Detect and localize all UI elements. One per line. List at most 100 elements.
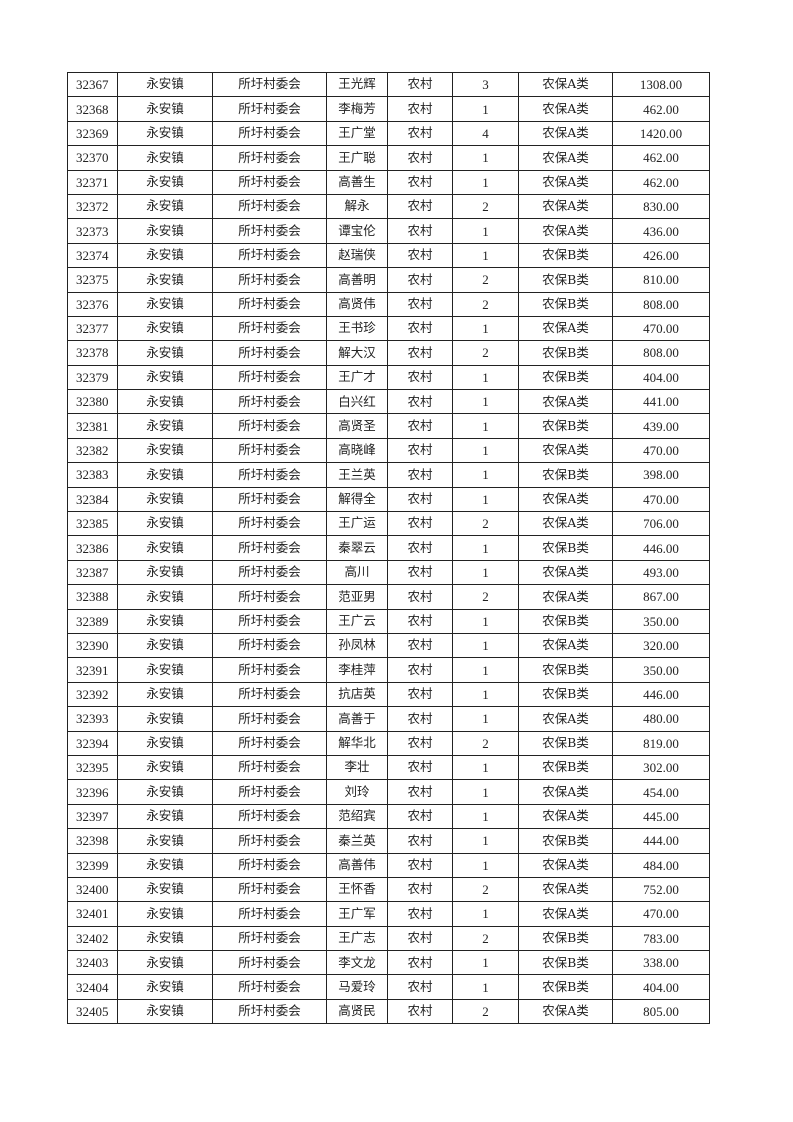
town-cell: 永安镇 <box>117 779 213 805</box>
insurance-category-cell: 农保B类 <box>518 364 613 391</box>
area-type-cell: 农村 <box>387 706 453 732</box>
household-count-cell: 1 <box>452 852 519 878</box>
amount-cell: 470.00 <box>612 901 710 927</box>
town-cell: 永安镇 <box>117 803 213 830</box>
insurance-category-cell: 农保B类 <box>518 608 613 634</box>
amount-cell: 1420.00 <box>612 120 710 147</box>
person-name-cell: 王广云 <box>326 608 388 634</box>
record-id-cell: 32367 <box>67 71 118 98</box>
town-cell: 永安镇 <box>117 291 213 317</box>
record-id-cell: 32377 <box>67 315 118 342</box>
table-row: 32393 永安镇 所圩村委会 高善于 农村 1 农保A类 480.00 <box>67 706 710 732</box>
person-name-cell: 王光辉 <box>326 71 388 98</box>
household-count-cell: 1 <box>452 242 519 269</box>
insurance-category-cell: 农保B类 <box>518 340 613 366</box>
table-body: 32367 永安镇 所圩村委会 王光辉 农村 3 农保A类 1308.00 32368 永安镇 所圩… <box>67 71 710 1025</box>
village-committee-cell: 所圩村委会 <box>212 681 327 708</box>
person-name-cell: 王怀香 <box>326 876 388 903</box>
household-count-cell: 1 <box>452 608 519 634</box>
insurance-category-cell: 农保A类 <box>518 852 613 878</box>
insurance-category-cell: 农保A类 <box>518 901 613 927</box>
town-cell: 永安镇 <box>117 145 213 171</box>
area-type-cell: 农村 <box>387 974 453 1000</box>
town-cell: 永安镇 <box>117 120 213 147</box>
area-type-cell: 农村 <box>387 828 453 854</box>
insurance-category-cell: 农保A类 <box>518 998 613 1025</box>
person-name-cell: 王广才 <box>326 364 388 391</box>
village-committee-cell: 所圩村委会 <box>212 706 327 732</box>
household-count-cell: 1 <box>452 706 519 732</box>
record-id-cell: 32397 <box>67 803 118 830</box>
amount-cell: 338.00 <box>612 950 710 976</box>
amount-cell: 808.00 <box>612 291 710 317</box>
person-name-cell: 孙凤林 <box>326 632 388 659</box>
record-id-cell: 32372 <box>67 193 118 220</box>
town-cell: 永安镇 <box>117 193 213 220</box>
village-committee-cell: 所圩村委会 <box>212 657 327 683</box>
area-type-cell: 农村 <box>387 998 453 1025</box>
insurance-category-cell: 农保B类 <box>518 730 613 756</box>
amount-cell: 350.00 <box>612 608 710 634</box>
village-committee-cell: 所圩村委会 <box>212 267 327 293</box>
person-name-cell: 李桂萍 <box>326 657 388 683</box>
village-committee-cell: 所圩村委会 <box>212 876 327 903</box>
area-type-cell: 农村 <box>387 340 453 366</box>
amount-cell: 439.00 <box>612 413 710 439</box>
village-committee-cell: 所圩村委会 <box>212 974 327 1000</box>
amount-cell: 444.00 <box>612 828 710 854</box>
area-type-cell: 农村 <box>387 169 453 195</box>
town-cell: 永安镇 <box>117 511 213 537</box>
amount-cell: 480.00 <box>612 706 710 732</box>
amount-cell: 462.00 <box>612 96 710 122</box>
insurance-category-cell: 农保A类 <box>518 876 613 903</box>
village-committee-cell: 所圩村委会 <box>212 584 327 610</box>
household-count-cell: 4 <box>452 120 519 147</box>
area-type-cell: 农村 <box>387 511 453 537</box>
village-committee-cell: 所圩村委会 <box>212 950 327 976</box>
village-committee-cell: 所圩村委会 <box>212 632 327 659</box>
household-count-cell: 2 <box>452 998 519 1025</box>
town-cell: 永安镇 <box>117 657 213 683</box>
household-count-cell: 2 <box>452 193 519 220</box>
village-committee-cell: 所圩村委会 <box>212 96 327 122</box>
area-type-cell: 农村 <box>387 291 453 317</box>
village-committee-cell: 所圩村委会 <box>212 803 327 830</box>
area-type-cell: 农村 <box>387 950 453 976</box>
amount-cell: 805.00 <box>612 998 710 1025</box>
insurance-category-cell: 农保A类 <box>518 559 613 586</box>
record-id-cell: 32382 <box>67 437 118 464</box>
area-type-cell: 农村 <box>387 120 453 147</box>
record-id-cell: 32393 <box>67 706 118 732</box>
person-name-cell: 解大汉 <box>326 340 388 366</box>
insurance-category-cell: 农保B类 <box>518 974 613 1000</box>
amount-cell: 808.00 <box>612 340 710 366</box>
amount-cell: 446.00 <box>612 681 710 708</box>
insurance-category-cell: 农保A类 <box>518 218 613 244</box>
town-cell: 永安镇 <box>117 852 213 878</box>
household-count-cell: 1 <box>452 389 519 415</box>
village-committee-cell: 所圩村委会 <box>212 730 327 756</box>
town-cell: 永安镇 <box>117 559 213 586</box>
table-row: 32392 永安镇 所圩村委会 抗店英 农村 1 农保B类 446.00 <box>67 681 710 708</box>
person-name-cell: 李梅芳 <box>326 96 388 122</box>
table-row: 32403 永安镇 所圩村委会 李文龙 农村 1 农保B类 338.00 <box>67 950 710 976</box>
person-name-cell: 解永 <box>326 193 388 220</box>
town-cell: 永安镇 <box>117 754 213 781</box>
town-cell: 永安镇 <box>117 71 213 98</box>
town-cell: 永安镇 <box>117 681 213 708</box>
amount-cell: 446.00 <box>612 535 710 561</box>
village-committee-cell: 所圩村委会 <box>212 315 327 342</box>
person-name-cell: 赵瑞侠 <box>326 242 388 269</box>
amount-cell: 436.00 <box>612 218 710 244</box>
table-row: 32400 永安镇 所圩村委会 王怀香 农村 2 农保A类 752.00 <box>67 876 710 903</box>
amount-cell: 493.00 <box>612 559 710 586</box>
area-type-cell: 农村 <box>387 242 453 269</box>
area-type-cell: 农村 <box>387 462 453 488</box>
table-row: 32376 永安镇 所圩村委会 高贤伟 农村 2 农保B类 808.00 <box>67 291 710 317</box>
town-cell: 永安镇 <box>117 389 213 415</box>
village-committee-cell: 所圩村委会 <box>212 340 327 366</box>
record-id-cell: 32374 <box>67 242 118 269</box>
household-count-cell: 1 <box>452 803 519 830</box>
town-cell: 永安镇 <box>117 315 213 342</box>
table-row: 32402 永安镇 所圩村委会 王广志 农村 2 农保B类 783.00 <box>67 925 710 952</box>
